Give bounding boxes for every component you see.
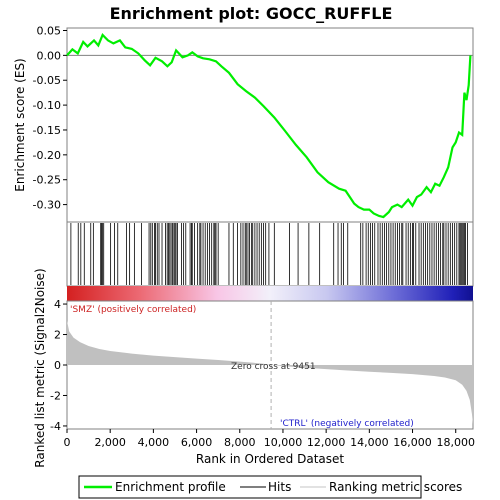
metric-y-tick-label: -4	[50, 420, 61, 433]
rank-metric-panel: 4 2 0 -2 -4 'SMZ' (positively correlated) 'C…	[33, 268, 474, 468]
legend: Enrichment profile Hits Ranking metric s…	[78, 475, 462, 499]
x-tick-label: 2,000	[94, 436, 126, 449]
ranking-metric-area	[67, 320, 473, 425]
metric-y-tick-label: 2	[54, 329, 61, 342]
x-tick-label: 4,000	[138, 436, 170, 449]
x-tick-label: 12,000	[307, 436, 346, 449]
metric-y-axis: 4 2 0 -2 -4	[50, 298, 67, 433]
x-axis-title: Rank in Ordered Dataset	[196, 452, 344, 466]
positive-correlation-label: 'SMZ' (positively correlated)	[70, 305, 196, 315]
legend-enrichment-label: Enrichment profile	[115, 480, 226, 494]
rank-color-bar	[67, 286, 473, 301]
es-panel-frame	[66, 27, 474, 223]
x-tick-label: 10,000	[264, 436, 303, 449]
chart-title: Enrichment plot: GOCC_RUFFLE	[110, 4, 393, 23]
legend-metric-label: Ranking metric scores	[329, 480, 462, 494]
hit-lines-group	[70, 223, 469, 285]
es-panel: 0.05 0.00 -0.05 -0.10 -0.15 -0.20 -0.25 -0.30 E…	[13, 24, 474, 223]
metric-y-tick-label: 0	[54, 359, 61, 372]
legend-hits-label: Hits	[268, 480, 291, 494]
x-tick-label: 8,000	[224, 436, 256, 449]
negative-correlation-label: 'CTRL' (negatively correlated)	[280, 419, 414, 429]
enrichment-profile-line	[66, 33, 472, 219]
es-y-tick-label: -0.30	[33, 199, 61, 212]
es-y-tick-label: -0.05	[33, 74, 61, 87]
es-y-tick-label: -0.20	[33, 149, 61, 162]
es-y-tick-label: -0.10	[33, 99, 61, 112]
metric-axis-title: Ranked list metric (Signal2Noise)	[33, 268, 47, 467]
x-tick-label: 0	[64, 436, 71, 449]
es-y-axis: 0.05 0.00 -0.05 -0.10 -0.15 -0.20 -0.25 -0.30	[33, 24, 67, 212]
x-tick-label: 18,000	[436, 436, 475, 449]
hits-panel	[66, 221, 474, 287]
x-tick-label: 6,000	[181, 436, 213, 449]
x-axis: 0 2,000 4,000 6,000 8,000 10,000 12,000 14,000 1…	[64, 429, 475, 449]
es-axis-title: Enrichment score (ES)	[13, 58, 27, 191]
x-tick-label: 16,000	[393, 436, 432, 449]
metric-y-tick-label: -2	[50, 389, 61, 402]
es-y-tick-label: -0.25	[33, 174, 61, 187]
zero-cross-label: Zero cross at 9451	[231, 362, 316, 372]
metric-y-tick-label: 4	[54, 298, 61, 311]
hits-panel-frame	[66, 221, 474, 287]
x-tick-label: 14,000	[350, 436, 389, 449]
es-y-tick-label: -0.15	[33, 124, 61, 137]
es-y-tick-label: 0.05	[37, 24, 62, 37]
es-y-tick-label: 0.00	[37, 49, 62, 62]
